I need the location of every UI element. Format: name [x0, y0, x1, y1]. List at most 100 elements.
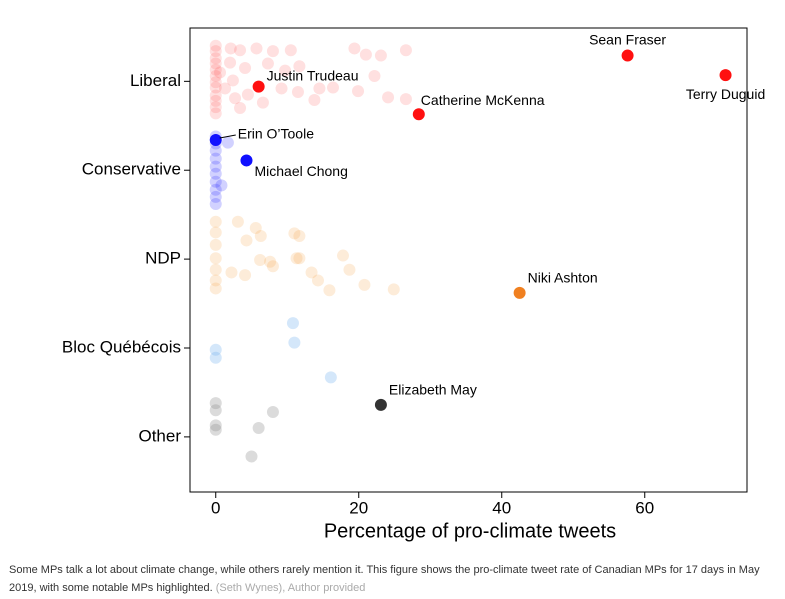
point — [291, 86, 304, 98]
highlight-point — [374, 398, 387, 411]
point — [311, 274, 324, 287]
point — [305, 266, 318, 279]
point — [399, 93, 412, 106]
x-tick-label: 60 — [635, 498, 654, 517]
point — [387, 283, 400, 296]
point — [209, 76, 222, 89]
point — [209, 263, 222, 276]
point — [225, 266, 238, 279]
point — [245, 450, 258, 463]
point — [266, 260, 279, 273]
point — [239, 62, 252, 74]
leader-line — [219, 134, 236, 139]
x-tick-label: 20 — [349, 498, 368, 517]
point — [209, 397, 222, 410]
caption: Some MPs talk a lot about climate change… — [9, 561, 774, 597]
point — [327, 81, 340, 94]
point — [261, 57, 274, 70]
point — [209, 57, 222, 70]
point — [254, 230, 267, 242]
point — [239, 269, 252, 282]
point — [209, 175, 222, 188]
point — [209, 63, 222, 76]
highlight-label: Erin O’Toole — [238, 126, 314, 142]
highlight-point — [412, 108, 425, 121]
point — [209, 252, 222, 265]
point — [313, 82, 326, 95]
point — [209, 81, 222, 94]
highlight-label: Catherine McKenna — [421, 92, 545, 108]
point — [226, 74, 239, 87]
point — [224, 42, 237, 55]
point — [209, 152, 222, 165]
point — [374, 49, 387, 62]
point — [293, 230, 306, 242]
point — [215, 179, 228, 192]
point — [209, 419, 222, 432]
point — [337, 249, 350, 262]
point — [209, 94, 222, 107]
highlight-label: Niki Ashton — [528, 270, 598, 286]
point — [209, 215, 222, 228]
highlight-label: Sean Fraser — [589, 31, 666, 47]
point — [241, 88, 254, 101]
point — [324, 371, 337, 384]
point — [214, 66, 227, 79]
point — [221, 136, 234, 149]
point — [293, 60, 306, 73]
plot-frame — [189, 27, 748, 493]
point — [352, 85, 365, 98]
x-tick-label: 40 — [492, 498, 511, 517]
x-tick-label: 0 — [211, 498, 220, 517]
point — [209, 107, 222, 120]
point — [368, 70, 381, 82]
point — [209, 101, 222, 114]
point — [209, 238, 222, 251]
point — [275, 82, 288, 95]
point — [348, 42, 361, 55]
point — [250, 42, 263, 55]
point — [358, 278, 371, 291]
point — [209, 226, 222, 239]
point — [399, 44, 412, 57]
y-tick-label: Conservative — [82, 160, 181, 179]
point — [209, 160, 222, 173]
point — [254, 254, 267, 266]
highlight-label: Terry Duguid — [686, 86, 765, 102]
point — [279, 64, 292, 77]
point — [209, 89, 222, 102]
point — [286, 317, 299, 330]
point — [209, 144, 222, 157]
highlight-point — [209, 134, 222, 146]
point — [382, 91, 395, 104]
point — [234, 44, 247, 57]
point — [323, 284, 336, 297]
point — [293, 252, 306, 265]
highlight-point — [240, 154, 253, 167]
x-axis-title: Percentage of pro-climate tweets — [324, 520, 616, 542]
highlight-label: Elizabeth May — [389, 382, 477, 398]
point — [288, 336, 301, 349]
point — [240, 234, 253, 247]
point — [209, 343, 222, 356]
point — [288, 227, 301, 240]
point — [266, 45, 279, 58]
point — [209, 423, 222, 436]
highlight-label: Michael Chong — [254, 163, 347, 179]
point — [209, 70, 222, 82]
point — [209, 351, 222, 364]
highlight-point — [621, 49, 634, 62]
highlight-point — [252, 80, 265, 93]
point — [252, 422, 265, 434]
point — [209, 198, 222, 210]
caption-text: Some MPs talk a lot about climate change… — [9, 564, 760, 594]
highlight-point — [513, 286, 526, 299]
chart: Percentage of pro-climate tweets 0 20 40 60… — [62, 27, 765, 542]
point — [264, 255, 277, 268]
point — [209, 45, 222, 58]
point — [209, 404, 222, 417]
y-tick-label: Liberal — [130, 71, 181, 90]
point — [209, 52, 222, 65]
point — [249, 222, 262, 234]
